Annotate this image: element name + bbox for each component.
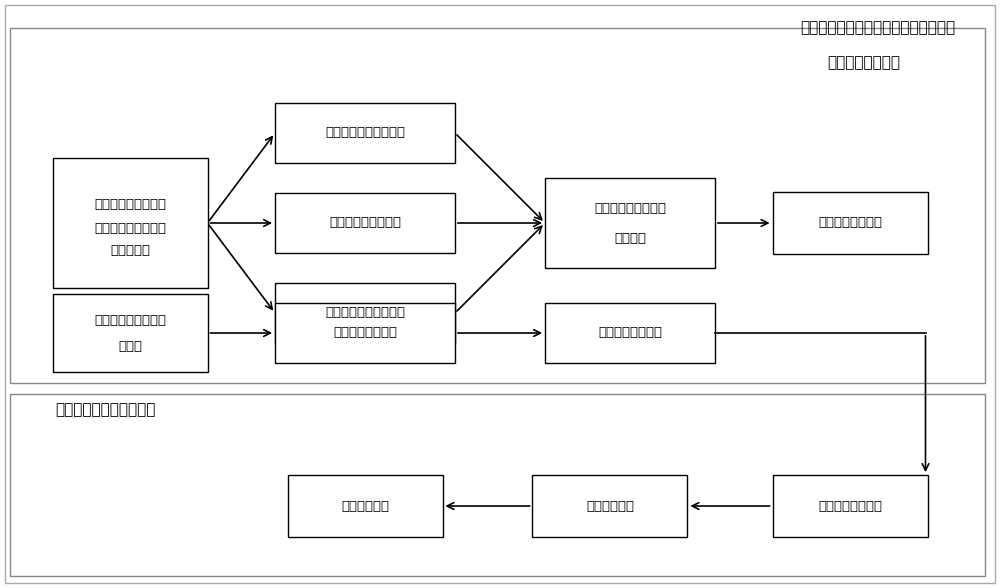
Bar xyxy=(275,283,455,343)
Text: 输出功率半月均值: 输出功率半月均值 xyxy=(333,326,397,339)
Bar xyxy=(52,294,208,372)
Text: 仿真模型: 仿真模型 xyxy=(614,232,646,245)
Bar xyxy=(275,193,455,253)
Text: 地球同步卫星太阳电池阵输出功率预测: 地球同步卫星太阳电池阵输出功率预测 xyxy=(800,21,955,35)
Text: 粒子滤波权值更新: 粒子滤波权值更新 xyxy=(818,499,882,513)
Text: 预处理: 预处理 xyxy=(118,339,142,352)
Bar xyxy=(772,475,928,537)
Text: 粒子滤波观测方程: 粒子滤波观测方程 xyxy=(598,326,662,339)
Text: 太阳电池阵功率预测单元: 太阳电池阵功率预测单元 xyxy=(55,403,155,417)
Text: 衰减因子更新: 衰减因子更新 xyxy=(586,499,634,513)
Text: 太阳电池阵观测数据: 太阳电池阵观测数据 xyxy=(94,313,166,326)
Text: 太阳电池阵输出功率: 太阳电池阵输出功率 xyxy=(594,202,666,215)
Text: 输出功率预测: 输出功率预测 xyxy=(341,499,389,513)
Text: 入射角：年周期变化: 入射角：年周期变化 xyxy=(329,216,401,229)
Bar xyxy=(772,192,928,254)
Bar xyxy=(275,303,455,363)
Text: 太阳电池阵主要影响: 太阳电池阵主要影响 xyxy=(94,199,166,212)
Text: 衰减：随时间指数变化: 衰减：随时间指数变化 xyxy=(325,306,405,319)
Text: 射角、衰减: 射角、衰减 xyxy=(110,245,150,258)
Bar xyxy=(532,475,687,537)
Bar xyxy=(288,475,442,537)
Bar xyxy=(52,158,208,288)
Text: 因素：太阳光强、入: 因素：太阳光强、入 xyxy=(94,222,166,235)
Text: 粒子滤波建模单元: 粒子滤波建模单元 xyxy=(827,55,900,71)
Bar xyxy=(545,178,715,268)
Bar xyxy=(545,303,715,363)
Bar xyxy=(10,28,985,383)
Text: 粒子滤波状态方程: 粒子滤波状态方程 xyxy=(818,216,882,229)
Bar xyxy=(275,103,455,163)
Text: 太阳光强：年周期变化: 太阳光强：年周期变化 xyxy=(325,126,405,139)
Bar xyxy=(10,394,985,576)
